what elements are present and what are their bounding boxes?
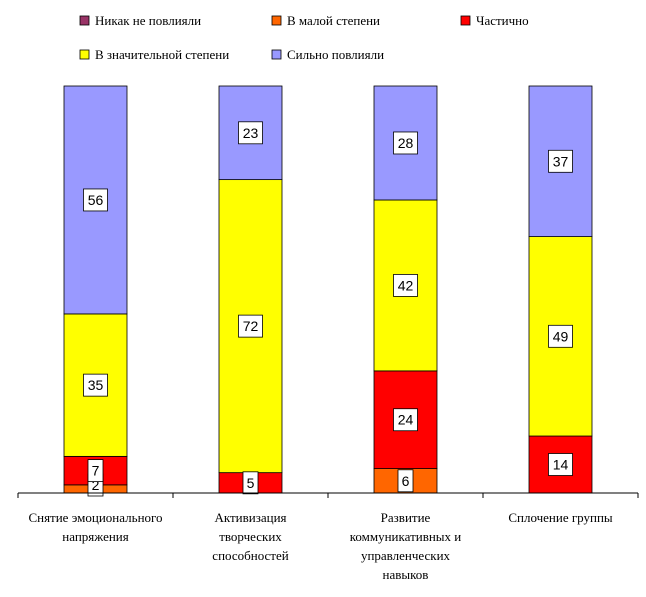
data-label-box [83,188,108,212]
data-label: 42 [393,274,418,297]
plot-area: 27 35 56 5 72 23 6 24 42 28 14 49 37 [63,85,593,497]
data-label-value: 2 [92,477,100,493]
data-label-value: 5 [247,475,255,491]
bar-stack: 14 49 37 [528,85,593,494]
data-label-value: 24 [398,412,414,428]
data-label-box [393,408,418,432]
data-label-box [397,469,414,493]
x-tick-label-line: Сплочение группы [508,510,613,525]
x-tick-label-line: напряжения [62,529,128,544]
x-tick-label: Сплочение группы [508,510,613,525]
data-label-value: 42 [398,277,414,293]
legend-item: Никак не повлияли [79,13,201,28]
legend: Никак не повлияли В малой степени Частично… [79,13,529,62]
data-label-value: 7 [92,463,100,479]
data-label-box [548,324,573,348]
legend-swatch [79,49,90,60]
data-label: 72 [238,314,263,338]
x-tick-label-line: Снятие эмоционального [28,510,162,525]
data-label-box [393,274,418,297]
data-label-box [83,373,108,397]
bar-stack: 27 35 56 [63,85,128,497]
data-label-box [87,459,104,483]
legend-swatch [460,15,471,26]
data-label: 56 [83,188,108,212]
x-axis: Снятие эмоционального напряжения Активизац… [17,492,639,582]
legend-swatch [271,49,282,60]
data-label: 24 [393,408,418,432]
x-tick-label-line: коммуникативных и [350,529,462,544]
x-tick-label: Активизация творческих способностей [212,510,288,563]
data-label-value: 56 [88,192,104,208]
data-label-value: 35 [88,377,104,393]
legend-item: В малой степени [271,13,380,28]
x-tick-label-line: способностей [212,548,288,563]
x-tick-label-line: управленческих [361,548,451,563]
data-label-value: 23 [243,125,259,141]
x-tick-label-line: Развитие [381,510,431,525]
data-label: 23 [238,121,263,145]
bar-stack: 6 24 42 28 [373,85,438,494]
data-label: 14 [548,453,573,476]
data-label: 49 [548,324,573,348]
data-label-value: 14 [553,457,569,473]
bar-stack: 5 72 23 [218,85,283,495]
legend-item: Частично [460,13,529,28]
data-label: 7 [87,459,104,483]
data-label-box [238,121,263,145]
data-label-value: 37 [553,153,569,169]
data-label-box [238,314,263,338]
data-label: 28 [393,131,418,155]
data-label-value: 28 [398,135,414,151]
legend-label: Частично [476,13,529,28]
data-label: 6 [397,469,414,493]
data-label: 5 [242,471,259,495]
legend-item: В значительной степени [79,47,229,62]
legend-swatch [271,15,282,26]
data-label-value: 49 [553,328,569,344]
data-label-box [393,131,418,155]
data-label-box [548,453,573,476]
data-label: 37 [548,149,573,173]
legend-label: В малой степени [287,13,380,28]
data-label-box [242,471,259,495]
data-label: 35 [83,373,108,397]
legend-label: Никак не повлияли [95,13,201,28]
x-tick-label-line: навыков [383,567,429,582]
data-label-value: 72 [243,318,259,334]
data-label-value: 6 [402,473,410,489]
x-tick-label: Развитие коммуникативных и управленческих н… [350,510,462,582]
legend-label: Сильно повлияли [287,47,384,62]
legend-swatch [79,15,90,26]
x-tick-label-line: Активизация [214,510,286,525]
legend-label: В значительной степени [95,47,229,62]
x-tick-label-line: творческих [219,529,282,544]
data-label-box [548,149,573,173]
x-tick-label: Снятие эмоционального напряжения [28,510,162,544]
legend-item: Сильно повлияли [271,47,384,62]
bar-segment [63,313,128,457]
